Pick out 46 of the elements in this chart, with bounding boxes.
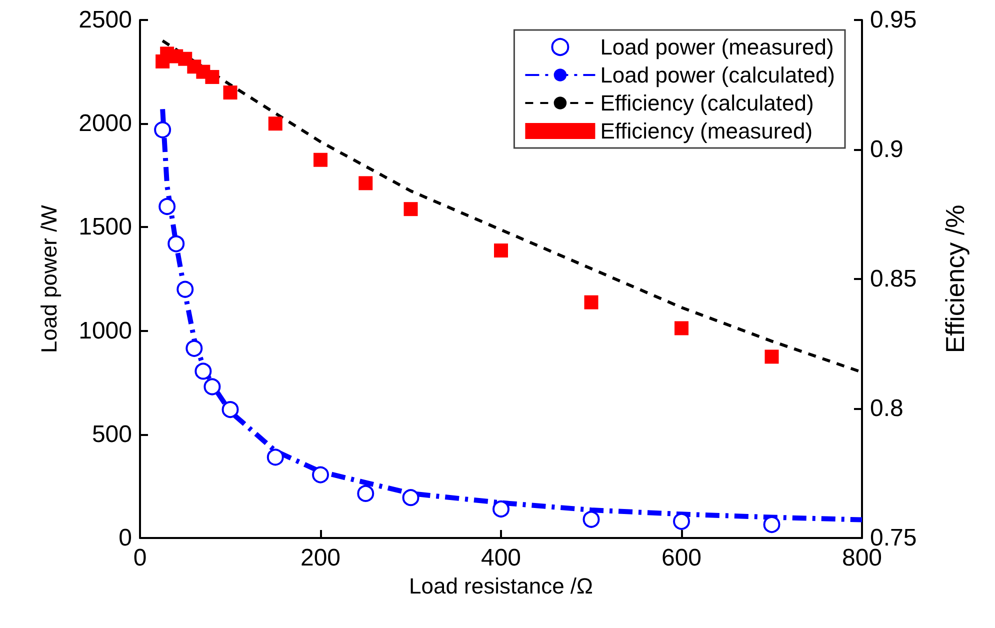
y-tick-label: 1500 (78, 214, 132, 241)
y2-axis-title: Efficiency /% (940, 204, 970, 354)
point (404, 202, 418, 216)
y2-tick-label: 0.9 (870, 136, 904, 163)
y2-tick-label: 0.95 (870, 6, 917, 34)
point (266, 448, 284, 466)
point (314, 152, 328, 167)
legend-label: Load power (measured) (600, 34, 834, 60)
y-axis-title: Load power /W (36, 204, 62, 353)
point (194, 362, 212, 380)
point (268, 116, 282, 131)
point (764, 350, 779, 364)
point (158, 198, 176, 215)
y-tick-label: 0 (118, 524, 132, 552)
point (154, 121, 172, 138)
point (402, 489, 420, 506)
point (222, 401, 239, 418)
point (168, 235, 185, 252)
point (205, 70, 220, 84)
point (584, 295, 598, 310)
point (582, 510, 600, 528)
x-tick-label: 200 (300, 544, 341, 572)
point (492, 500, 510, 518)
y-tick-label: 500 (92, 420, 132, 448)
point (358, 176, 373, 190)
y-tick-label: 2000 (78, 110, 132, 138)
y-tick-label: 2500 (78, 6, 132, 34)
point (674, 321, 688, 336)
legend-label: Efficiency (calculated) (600, 90, 814, 116)
y2-tick-label: 0.85 (870, 266, 917, 292)
legend-label: Efficiency (measured) (600, 118, 813, 144)
point (763, 516, 780, 534)
x-tick-label: 400 (480, 544, 522, 572)
point (312, 466, 329, 484)
point (204, 378, 221, 396)
y-tick-label: 1000 (78, 317, 132, 344)
point (357, 484, 374, 502)
point (186, 340, 203, 357)
point (673, 512, 690, 530)
point (176, 280, 194, 298)
point (223, 86, 238, 100)
y2-tick-label: 0.8 (870, 395, 904, 422)
x-tick-label: 600 (661, 544, 702, 572)
legend-label: Load power (calculated) (600, 62, 836, 88)
x-axis-title: Load resistance /Ω (409, 573, 593, 598)
point (494, 244, 508, 258)
